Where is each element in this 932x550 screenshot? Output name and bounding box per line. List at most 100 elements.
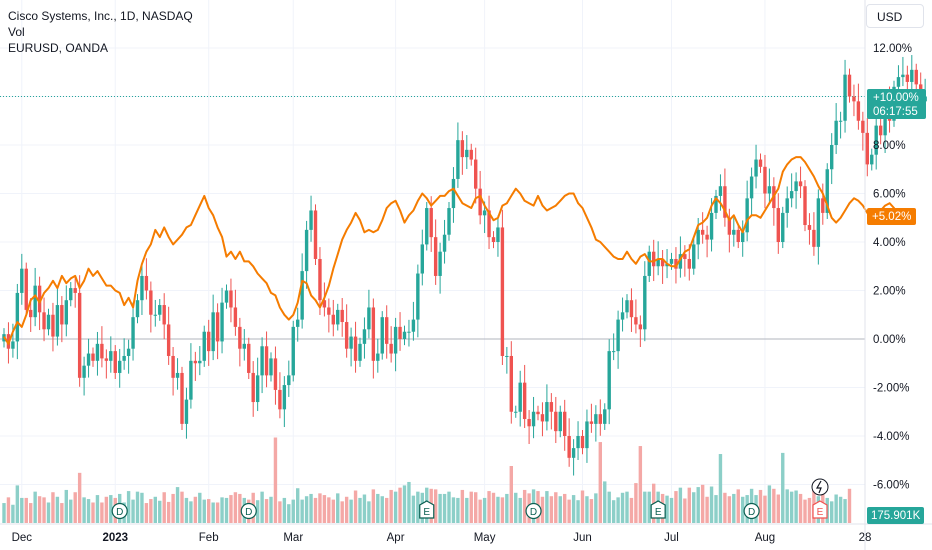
candle-body [371, 307, 376, 361]
candle-body [487, 210, 491, 238]
volume-bar [229, 495, 233, 523]
candle-body [563, 411, 567, 436]
candle-body [420, 244, 424, 274]
candle-body [376, 353, 380, 361]
volume-bar [611, 500, 616, 523]
volume-bar [6, 497, 11, 523]
candle-body [469, 149, 473, 160]
svg-text:E: E [423, 507, 430, 518]
symbol-title[interactable]: Cisco Systems, Inc., 1D, NASDAQ [8, 9, 193, 23]
volume-bar [629, 497, 634, 523]
candle-body [327, 307, 331, 315]
volume-bar [598, 442, 602, 523]
volume-bar [144, 503, 149, 523]
candle-body [611, 351, 616, 353]
volume-bar [331, 499, 335, 523]
candle-body [634, 317, 638, 325]
candle-body [643, 275, 647, 330]
time-axis[interactable]: Dec 2023 Feb Mar Apr May Jun Jul Aug 28 [12, 532, 872, 544]
candle-body [491, 237, 496, 242]
volume-bar [313, 497, 318, 523]
candle-body [874, 125, 878, 155]
volume-bar [91, 502, 95, 523]
volume-bar [291, 499, 295, 523]
candle-body [15, 292, 20, 342]
volume-bar [86, 499, 91, 523]
volume-bar [781, 452, 785, 523]
candle-body [603, 409, 607, 424]
y-tick-label: 6.00% [873, 189, 906, 201]
candle-body [629, 300, 634, 318]
volume-title[interactable]: Vol [8, 25, 25, 39]
earnings-marker: E [419, 500, 435, 519]
candle-body [736, 229, 740, 242]
candle-body [385, 317, 389, 344]
volume-bar [340, 501, 344, 523]
candle-body [122, 355, 126, 361]
y-tick-label: 2.00% [873, 286, 906, 298]
dividends-toggle-icon[interactable] [811, 478, 829, 496]
volume-bar [763, 495, 767, 523]
currency-button[interactable]: USD [866, 4, 924, 28]
candle-body [433, 237, 438, 276]
candle-body [567, 436, 571, 458]
candle-body [660, 258, 665, 267]
volume-bar [207, 499, 211, 523]
volume-bar [540, 496, 545, 523]
volume-bar [371, 489, 376, 523]
volume-bar [447, 491, 451, 523]
candle-body [616, 319, 620, 352]
candle-body [340, 309, 344, 323]
volume-bar [634, 483, 638, 523]
candle-body [229, 290, 233, 308]
candle-body [86, 353, 91, 366]
candle-body [500, 227, 505, 356]
volume-bar [482, 497, 487, 523]
candle-body [238, 326, 242, 349]
candle-body [901, 74, 905, 78]
volume-bar [696, 487, 700, 523]
candle-body [652, 251, 656, 267]
candle-body [554, 411, 558, 432]
volume-bar [732, 493, 736, 523]
volume-bar [20, 497, 24, 523]
candle-body [598, 414, 602, 424]
volume-bar [496, 496, 500, 523]
volume-bar [571, 495, 576, 523]
volume-bar [349, 499, 353, 523]
volume-bar [451, 497, 456, 523]
candle-body [589, 421, 594, 424]
volume-bar [798, 493, 803, 523]
candle-body [100, 343, 104, 359]
candle-body [42, 312, 46, 330]
candle-body [296, 319, 300, 327]
volume-bar [411, 495, 416, 523]
volume-bar [95, 495, 100, 523]
y-tick-label: -4.00% [873, 431, 909, 443]
volume-badge: 175.901K [867, 507, 924, 524]
candle-body [251, 372, 255, 403]
volume-bar [727, 496, 732, 523]
candle-body [700, 229, 705, 235]
volume-bar [367, 501, 371, 523]
candle-body [349, 336, 353, 349]
volume-bar [353, 490, 358, 523]
volume-bar [233, 492, 238, 523]
earnings-marker: E [650, 500, 666, 519]
candle-body [158, 305, 162, 315]
earnings-marker: E [812, 500, 828, 519]
candle-body [789, 191, 794, 199]
candle-body [821, 198, 825, 213]
compare-title[interactable]: EURUSD, OANDA [8, 41, 109, 55]
volume-bar [327, 497, 331, 523]
volume-bar [198, 492, 202, 523]
candle-body [162, 305, 166, 325]
volume-bar [385, 497, 389, 523]
candle-body [758, 159, 763, 167]
candle-body [95, 343, 100, 361]
volume-bar [104, 496, 109, 523]
volume-bar [469, 491, 473, 523]
volume-bar [82, 497, 86, 523]
volume-bar [287, 504, 291, 523]
